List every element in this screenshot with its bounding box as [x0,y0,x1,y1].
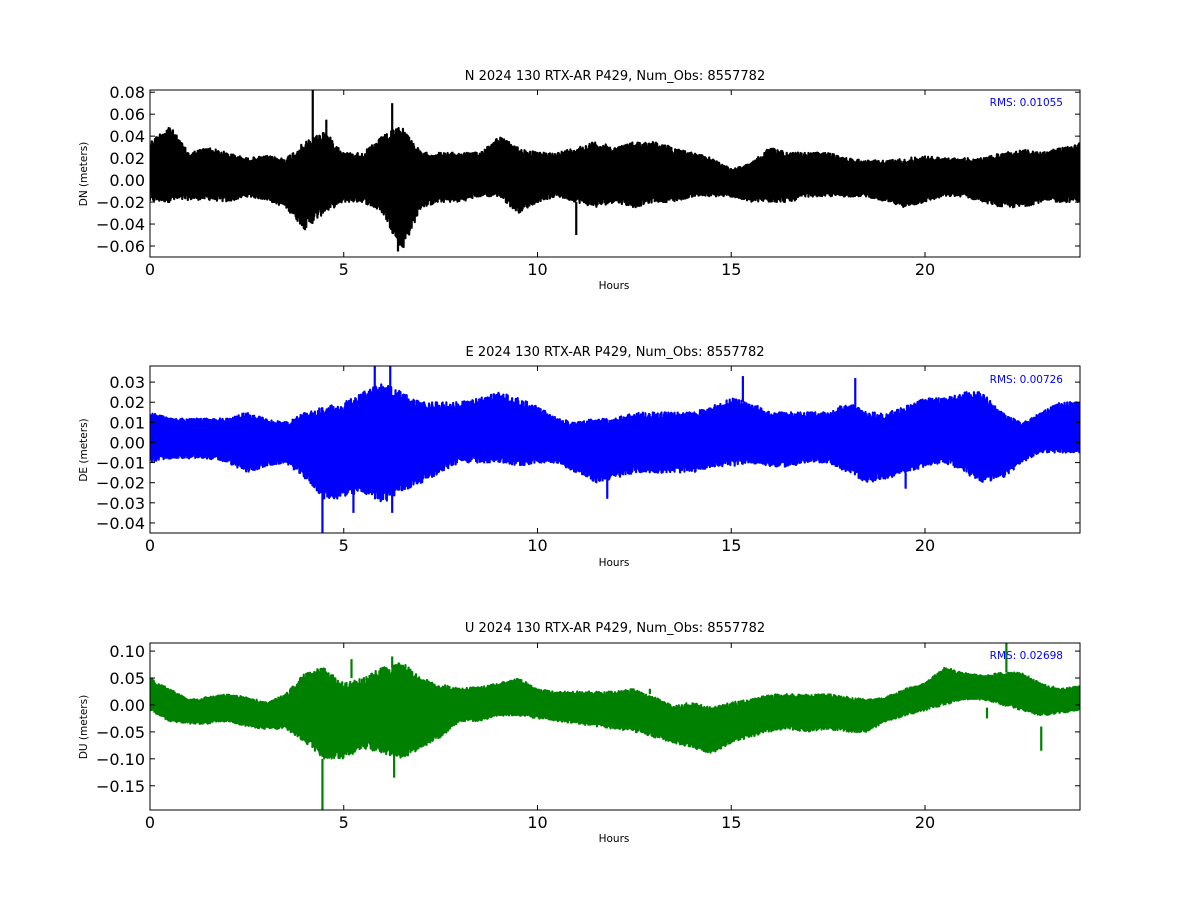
rms-label: RMS: 0.00726 [990,374,1064,386]
plot-frame [149,365,1081,534]
y-tick-label: −0.02 [96,193,145,212]
y-tick-label: −0.04 [96,215,145,234]
x-tick-label: 15 [721,536,741,555]
plot-frame [149,89,1081,258]
series-trace [150,126,1080,249]
x-axis-label: Hours [599,833,630,845]
panel-title: U 2024 130 RTX-AR P429, Num_Obs: 8557782 [465,621,765,636]
x-tick-label: 10 [527,536,547,555]
y-axis-label: DE (meters) [78,418,90,481]
y-axis-label: DN (meters) [78,142,90,207]
y-tick-label: −0.03 [96,494,145,513]
panel-u: U 2024 130 RTX-AR P429, Num_Obs: 8557782… [78,621,1081,845]
plot-frame [149,642,1081,811]
y-tick-label: −0.04 [96,514,145,533]
y-axis-label: DU (meters) [78,695,90,759]
y-tick-label: −0.05 [96,723,145,742]
y-tick-label: 0.05 [109,669,145,688]
x-tick-label: 20 [915,536,935,555]
rms-label: RMS: 0.01055 [990,97,1063,109]
y-tick-label: 0.02 [109,149,145,168]
x-tick-label: 0 [145,813,155,832]
x-axis-label: Hours [599,280,630,292]
x-tick-label: 5 [339,813,349,832]
y-tick-label: 0.03 [109,373,145,392]
y-tick-label: 0.02 [109,393,145,412]
x-tick-label: 15 [721,813,741,832]
rms-label: RMS: 0.02698 [990,650,1063,662]
x-tick-label: 5 [339,260,349,279]
x-tick-label: 5 [339,536,349,555]
x-tick-label: 20 [915,260,935,279]
y-tick-label: −0.15 [96,777,145,796]
x-tick-label: 0 [145,536,155,555]
x-tick-label: 20 [915,813,935,832]
y-tick-label: −0.06 [96,237,145,256]
y-tick-label: 0.04 [109,127,145,146]
x-tick-label: 10 [527,260,547,279]
y-tick-label: 0.08 [109,83,145,102]
y-tick-label: −0.10 [96,750,145,769]
x-axis-label: Hours [599,557,630,569]
y-tick-label: 0.01 [109,413,145,432]
series-trace [150,662,1080,760]
series-trace [150,383,1080,503]
x-tick-label: 10 [527,813,547,832]
y-tick-label: 0.00 [109,696,145,715]
x-tick-label: 15 [721,260,741,279]
y-tick-label: 0.00 [109,171,145,190]
panel-e: E 2024 130 RTX-AR P429, Num_Obs: 8557782… [78,345,1081,569]
panel-title: N 2024 130 RTX-AR P429, Num_Obs: 8557782 [465,69,765,84]
y-tick-label: −0.01 [96,454,145,473]
panel-title: E 2024 130 RTX-AR P429, Num_Obs: 8557782 [466,345,765,360]
y-tick-label: 0.00 [109,433,145,452]
y-tick-label: −0.02 [96,474,145,493]
y-tick-label: 0.06 [109,105,145,124]
panel-n: N 2024 130 RTX-AR P429, Num_Obs: 8557782… [78,69,1081,292]
x-tick-label: 0 [145,260,155,279]
y-tick-label: 0.10 [109,642,145,661]
